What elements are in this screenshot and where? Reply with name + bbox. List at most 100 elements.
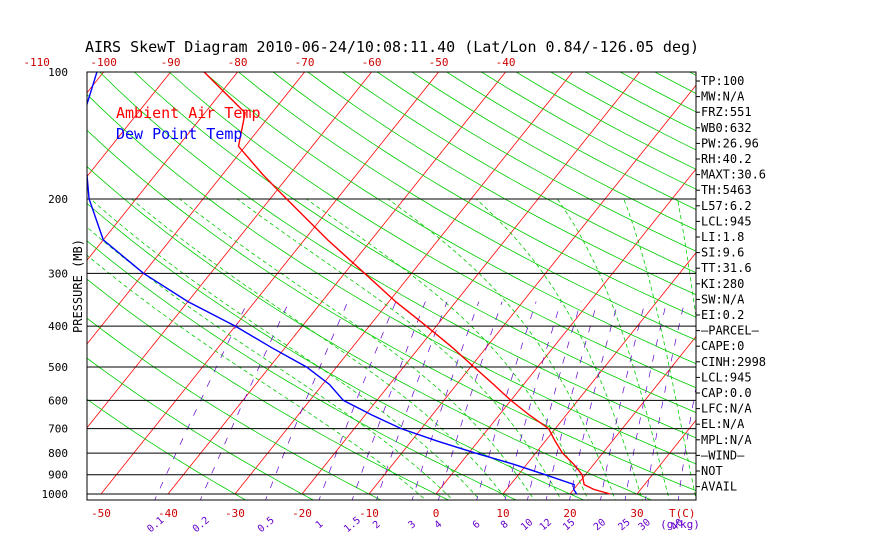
mixing-ratio-line (624, 301, 668, 500)
isotherm-line (636, 419, 696, 495)
stats-entry: EL:N/A (701, 417, 745, 431)
dry-adiabat-line (342, 72, 696, 274)
dry-adiabat-line (377, 72, 696, 252)
stats-entry: RH:40.2 (701, 152, 752, 166)
pressure-tick-label: 600 (48, 394, 68, 407)
moist-adiabat-line (90, 198, 481, 500)
stats-entry: TT:31.6 (701, 261, 752, 275)
stats-entry: PW:26.96 (701, 136, 759, 150)
temp-top-tick-label: -100 (90, 56, 117, 69)
temp-bottom-tick-label: 10 (496, 507, 509, 520)
stats-entry: WB0:632 (701, 121, 752, 135)
stats-entry: MPL:N/A (701, 433, 752, 447)
isotherm-line (234, 72, 573, 495)
moist-adiabat-line (87, 226, 454, 500)
mixing-ratio-line (600, 301, 646, 500)
mixing-ratio-unit-label: (g/kg) (660, 518, 700, 531)
dry-adiabat-line (87, 278, 450, 500)
stats-entry: EI:0.2 (701, 308, 744, 322)
stats-entry: CAP:0.0 (701, 386, 752, 400)
dry-adiabat-line (87, 93, 696, 465)
y-axis-label: PRESSURE (MB) (71, 239, 85, 333)
temp-unit-label: T(C) (669, 507, 696, 520)
stats-entry: LCL:945 (701, 214, 752, 228)
isotherm-line (368, 84, 696, 495)
mixing-ratio-line (476, 301, 537, 500)
pressure-tick-label: 900 (48, 469, 68, 482)
pressure-tick-label: 200 (48, 193, 68, 206)
moist-adiabat-line (623, 198, 696, 500)
mixing-ratio-line (318, 301, 397, 500)
stats-entry: L57:6.2 (701, 199, 752, 213)
dry-adiabat-line (87, 317, 382, 500)
legend-entry: Dew Point Temp (116, 125, 242, 143)
temp-bottom-tick-label: 30 (630, 507, 643, 520)
dry-adiabat-line (87, 129, 696, 492)
mixing-ratio-tick-label: 1 (314, 519, 326, 531)
dry-adiabat-line (168, 72, 696, 389)
temp-bottom-tick-label: -20 (292, 507, 312, 520)
mixing-ratio-tick-label: 3 (407, 519, 419, 531)
stats-entry: KI:280 (701, 277, 744, 291)
stats-entry: LI:1.8 (701, 230, 744, 244)
temp-bottom-tick-label: 20 (563, 507, 576, 520)
isotherm-line (87, 72, 171, 178)
pressure-tick-label: 700 (48, 423, 68, 436)
temp-bottom-tick-label: -40 (158, 507, 178, 520)
dry-adiabat-line (272, 72, 696, 318)
temp-top-tick-label: -80 (228, 56, 248, 69)
stats-entry: LFC:N/A (701, 402, 752, 416)
chart-title: AIRS SkewT Diagram 2010-06-24/10:08:11.4… (85, 38, 699, 56)
mixing-ratio-tick-label: 6 (471, 519, 483, 531)
dry-adiabat-line (99, 72, 696, 439)
isotherm-line (87, 72, 238, 261)
isotherm-line (502, 252, 696, 495)
stats-entry: TH:5463 (701, 183, 752, 197)
isotherm-line (87, 72, 305, 345)
stats-entry: CINH:2998 (701, 355, 766, 369)
moist-adiabat-line (131, 198, 508, 500)
stats-entry: LCL:945 (701, 370, 752, 384)
pressure-tick-label: 300 (48, 267, 68, 280)
isotherm-line (87, 72, 372, 429)
stats-entry: MW:N/A (701, 90, 745, 104)
dry-adiabat-line (87, 398, 247, 500)
mixing-ratio-line (569, 301, 619, 500)
profiles (87, 72, 611, 495)
isobars (87, 71, 696, 495)
stats-entry: SI:9.6 (701, 246, 744, 260)
mixing-ratio-line (411, 301, 480, 500)
stats-entry: FRZ:551 (701, 105, 752, 119)
moist-adiabat-line (387, 198, 616, 500)
isotherm-line (435, 168, 696, 495)
pressure-tick-label: 800 (48, 447, 68, 460)
temp-top-tick-label: -50 (429, 56, 449, 69)
temp-top-tick-label: -60 (362, 56, 382, 69)
isotherm-line (301, 72, 640, 495)
legend: Ambient Air Temp Dew Point Temp (116, 104, 261, 143)
dry-adiabat-line (87, 202, 585, 500)
temp-bottom-tick-label: -50 (91, 507, 111, 520)
axis-labels: 1002003004005006007008009001000PRESSURE … (23, 56, 700, 535)
mixing-ratio-tick-label: 8 (499, 519, 511, 531)
pressure-tick-label: 100 (48, 66, 68, 79)
dry-adiabat-line (203, 72, 696, 365)
mixing-ratio-line (351, 301, 426, 500)
profile-line (87, 72, 578, 495)
mixing-ratio-tick-label: 4 (433, 519, 445, 531)
dry-adiabat-line (87, 165, 653, 500)
temp-top-tick-label: -110 (23, 56, 50, 69)
dry-adiabat-line (307, 72, 696, 296)
pressure-tick-label: 500 (48, 361, 68, 374)
pressure-tick-label: 400 (48, 320, 68, 333)
stats-entry: TP:100 (701, 74, 744, 88)
mixing-ratio-tick-label: 2 (371, 519, 383, 531)
moist-adiabat-line (306, 198, 589, 500)
mixing-ratio-line (545, 301, 598, 500)
stats-entry: —PARCEL— (701, 324, 760, 338)
legend-entry: Ambient Air Temp (116, 104, 261, 122)
mixing-ratio-line (437, 301, 503, 500)
moist-adiabat-line (237, 198, 562, 500)
